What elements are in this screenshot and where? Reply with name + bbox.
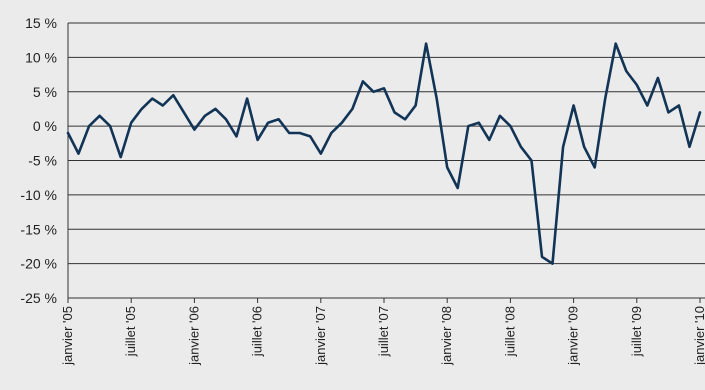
y-tick-label: -10 % xyxy=(20,187,57,203)
y-tick-label: -5 % xyxy=(28,153,57,169)
x-tick-label: juillet '06 xyxy=(250,306,265,357)
x-tick-label: janvier '06 xyxy=(186,306,201,366)
x-tick-labels: janvier '05 juillet '05 janvier '06 juillet… xyxy=(60,298,705,366)
x-tick-label: juillet '08 xyxy=(502,306,517,357)
x-tick-label: juillet '09 xyxy=(629,306,644,357)
series-lines xyxy=(66,42,702,265)
x-tick-label: janvier '10 xyxy=(692,306,705,366)
y-tick-label: -15 % xyxy=(20,221,57,237)
x-tick-label: janvier '05 xyxy=(60,306,75,366)
y-tick-label: 0 % xyxy=(33,118,57,134)
y-tick-label: 5 % xyxy=(33,84,57,100)
y-tick-label: 15 % xyxy=(25,15,57,31)
y-tick-label: -25 % xyxy=(20,290,57,306)
x-tick-label: juillet '05 xyxy=(123,306,138,357)
x-tick-label: janvier '09 xyxy=(566,306,581,366)
series-line xyxy=(66,42,702,265)
y-tick-labels: 15 % 10 % 5 % 0 % -5 % -10 % -15 % -20 % -25 % xyxy=(20,15,57,306)
x-tick-label: janvier '07 xyxy=(313,306,328,366)
y-tick-label: -20 % xyxy=(20,256,57,272)
x-tick-label: janvier '08 xyxy=(439,306,454,366)
y-tick-label: 10 % xyxy=(25,49,57,65)
x-tick-label: juillet '07 xyxy=(376,306,391,357)
